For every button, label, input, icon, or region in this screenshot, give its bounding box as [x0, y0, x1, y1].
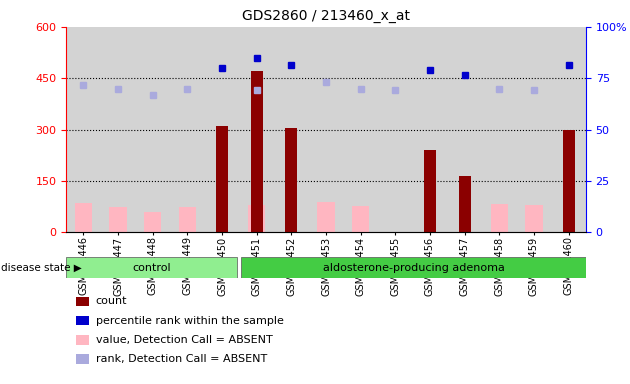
- Text: count: count: [96, 296, 127, 306]
- Text: value, Detection Call = ABSENT: value, Detection Call = ABSENT: [96, 335, 273, 345]
- Bar: [248, 205, 265, 232]
- Bar: [216, 126, 228, 232]
- Bar: [75, 203, 92, 232]
- Bar: [459, 176, 471, 232]
- Bar: [352, 205, 369, 232]
- Text: rank, Detection Call = ABSENT: rank, Detection Call = ABSENT: [96, 354, 267, 364]
- Bar: [563, 129, 575, 232]
- Bar: [424, 150, 436, 232]
- Bar: [241, 257, 586, 278]
- Bar: [144, 212, 161, 232]
- Bar: [179, 207, 196, 232]
- Bar: [491, 204, 508, 232]
- Bar: [525, 205, 542, 232]
- Text: control: control: [132, 263, 171, 273]
- Bar: [285, 128, 297, 232]
- Title: GDS2860 / 213460_x_at: GDS2860 / 213460_x_at: [242, 9, 410, 23]
- Text: percentile rank within the sample: percentile rank within the sample: [96, 316, 284, 326]
- Bar: [251, 71, 263, 232]
- Bar: [110, 207, 127, 232]
- Bar: [318, 202, 335, 232]
- Text: disease state ▶: disease state ▶: [1, 263, 82, 273]
- Text: aldosterone-producing adenoma: aldosterone-producing adenoma: [323, 263, 505, 273]
- Bar: [66, 257, 238, 278]
